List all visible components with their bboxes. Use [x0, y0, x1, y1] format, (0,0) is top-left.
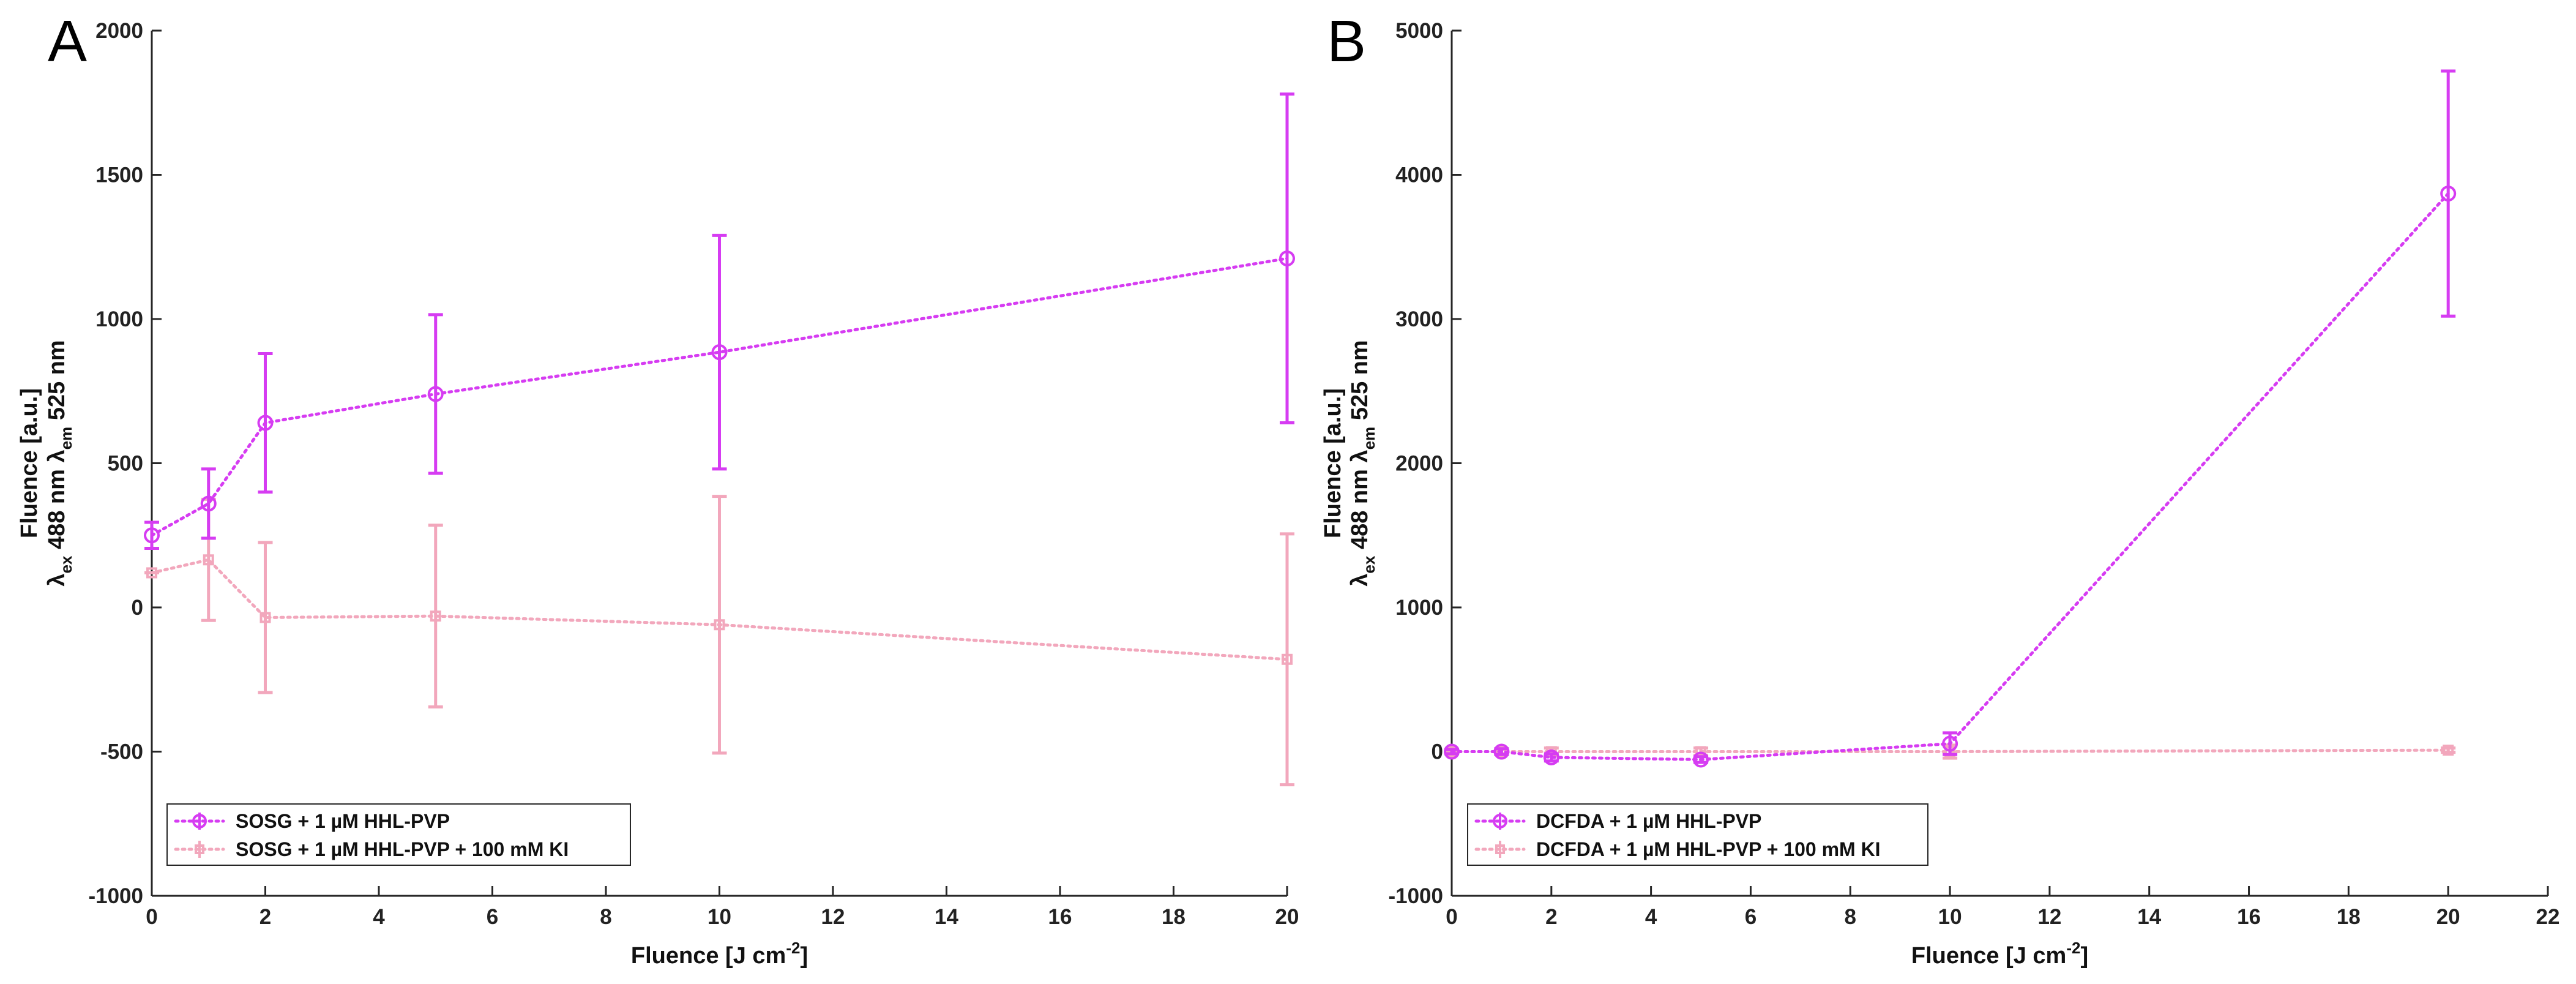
x-axis-label: Fluence [J cm-2] — [631, 939, 808, 969]
data-point — [1282, 653, 1293, 665]
x-tick-label: 0 — [1446, 905, 1457, 929]
x-tick-label: 16 — [1048, 905, 1072, 929]
data-point — [2440, 186, 2457, 202]
series-line — [150, 257, 1289, 537]
panel-letter: A — [48, 9, 87, 74]
legend: DCFDA + 1 µM HHL-PVP DCFDA + 1 µM HHL-PVP… — [1467, 803, 1928, 866]
data-point — [257, 415, 274, 431]
legend-swatch-marker — [1495, 844, 1505, 854]
x-tick-label: 22 — [2536, 905, 2560, 929]
y-tick-label: 500 — [108, 452, 143, 476]
data-point — [1543, 749, 1559, 765]
data-point — [1693, 751, 1709, 768]
y-tick-label: -1000 — [88, 884, 143, 908]
data-point — [203, 554, 214, 566]
data-point — [1446, 746, 1457, 757]
x-tick-label: 8 — [1845, 905, 1856, 929]
x-tick-label: 2 — [1545, 905, 1557, 929]
x-tick-label: 0 — [146, 905, 157, 929]
legend-swatch-marker — [195, 844, 204, 854]
data-point — [430, 610, 441, 622]
x-tick-label: 4 — [373, 905, 385, 929]
y-axis-label-line2: λex 488 nm λem 525 nm — [44, 340, 75, 586]
x-tick-label: 20 — [1275, 905, 1299, 929]
legend-swatch-marker — [192, 814, 207, 828]
x-tick-label: 10 — [1938, 905, 1962, 929]
panel-letter: B — [1327, 9, 1366, 74]
data-point — [1279, 250, 1295, 267]
y-tick-label: 2000 — [1395, 452, 1443, 476]
data-point — [144, 527, 160, 544]
legend-swatch-marker — [1493, 814, 1507, 828]
data-point — [1493, 743, 1510, 760]
x-tick-label: 12 — [2037, 905, 2061, 929]
legend-box — [1467, 803, 1928, 866]
series-control — [144, 495, 1294, 787]
y-tick-label: 3000 — [1395, 307, 1443, 331]
y-tick-label: 2000 — [95, 19, 143, 43]
data-point — [2443, 745, 2454, 756]
y-axis-label-line2: λex 488 nm λem 525 nm — [1347, 340, 1378, 586]
y-tick-label: 0 — [132, 596, 143, 620]
y-tick-label: 0 — [1432, 740, 1443, 764]
data-point — [146, 567, 157, 579]
series-line — [150, 558, 1289, 661]
x-tick-label: 18 — [1162, 905, 1185, 929]
series-main — [1444, 69, 2457, 768]
x-axis-label: Fluence [J cm-2] — [1911, 939, 2088, 969]
series-main — [144, 92, 1295, 550]
legend: SOSG + 1 µM HHL-PVP SOSG + 1 µM HHL-PVP +… — [166, 803, 631, 866]
y-axis-label-line1: Fluence [a.u.] — [1320, 388, 1346, 538]
y-tick-label: 5000 — [1395, 19, 1443, 43]
data-point — [200, 495, 217, 512]
legend-entry: SOSG + 1 µM HHL-PVP + 100 mM KI — [236, 838, 569, 860]
legend-entry: DCFDA + 1 µM HHL-PVP — [1536, 810, 1761, 832]
panel-b: B0 2 4 6 8 10 12 14 16 18 20 22-1000010002000300040… — [1320, 9, 2559, 969]
panel-a: A 0 2 4 6 8 10 12 14 16 18 20 -1000 -500 0 500 1000 1500 2… — [17, 9, 1299, 969]
x-tick-label: 4 — [1645, 905, 1657, 929]
y-tick-label: 1000 — [95, 307, 143, 331]
x-tick-label: 6 — [487, 905, 498, 929]
legend-entry: DCFDA + 1 µM HHL-PVP + 100 mM KI — [1536, 838, 1881, 860]
legend-box — [166, 803, 631, 866]
y-tick-label: 1500 — [95, 163, 143, 187]
series-line — [1450, 192, 2450, 761]
y-tick-label: -500 — [100, 740, 143, 764]
y-tick-label: -1000 — [1388, 884, 1443, 908]
legend-entry: SOSG + 1 µM HHL-PVP — [236, 810, 450, 832]
x-tick-label: 6 — [1745, 905, 1757, 929]
data-point — [259, 612, 271, 623]
data-point — [1444, 743, 1460, 760]
x-tick-label: 14 — [935, 905, 958, 929]
x-tick-label: 20 — [2436, 905, 2460, 929]
data-point — [427, 386, 444, 402]
x-tick-label: 8 — [600, 905, 611, 929]
x-tick-label: 16 — [2237, 905, 2261, 929]
y-tick-label: 1000 — [1395, 596, 1443, 620]
y-axis-label-line1: Fluence [a.u.] — [17, 388, 42, 538]
x-tick-label: 2 — [259, 905, 271, 929]
x-tick-label: 18 — [2337, 905, 2361, 929]
data-point — [711, 344, 728, 361]
y-tick-label: 4000 — [1395, 163, 1443, 187]
x-tick-label: 14 — [2137, 905, 2161, 929]
data-point — [1942, 735, 1958, 752]
x-tick-label: 10 — [707, 905, 731, 929]
data-point — [714, 619, 725, 631]
x-tick-label: 12 — [821, 905, 845, 929]
